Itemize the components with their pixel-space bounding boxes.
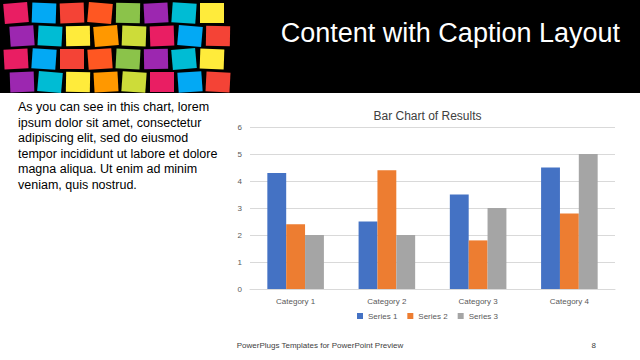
html-text:As you can see in this chart,: As you can see in this chart, lorem ipsu… <box>18 100 218 192</box>
svg-text:1: 1 <box>238 258 243 267</box>
svg-text:2: 2 <box>238 231 243 240</box>
svg-text:Series 1: Series 1 <box>368 312 398 321</box>
svg-text:3: 3 <box>238 204 243 213</box>
svg-text:Category 2: Category 2 <box>367 297 407 306</box>
svg-text:Category 3: Category 3 <box>459 297 499 306</box>
svg-text:5: 5 <box>238 150 243 159</box>
html-text:Content with Caption Layout: Content with Caption Layout <box>280 18 620 48</box>
svg-text:Series 2: Series 2 <box>418 312 448 321</box>
svg-text:4: 4 <box>238 177 243 186</box>
svg-text:Bar Chart of Results: Bar Chart of Results <box>373 109 481 123</box>
svg-text:0: 0 <box>238 285 243 294</box>
svg-text:Category 4: Category 4 <box>550 297 590 306</box>
svg-text:Category 1: Category 1 <box>276 297 316 306</box>
html-text:8: 8 <box>591 341 596 350</box>
svg-text:6: 6 <box>238 123 243 132</box>
html-text:PowerPlugs Templates for Power: PowerPlugs Templates for PowerPoint Prev… <box>236 341 404 350</box>
svg-text:Series 3: Series 3 <box>469 312 499 321</box>
